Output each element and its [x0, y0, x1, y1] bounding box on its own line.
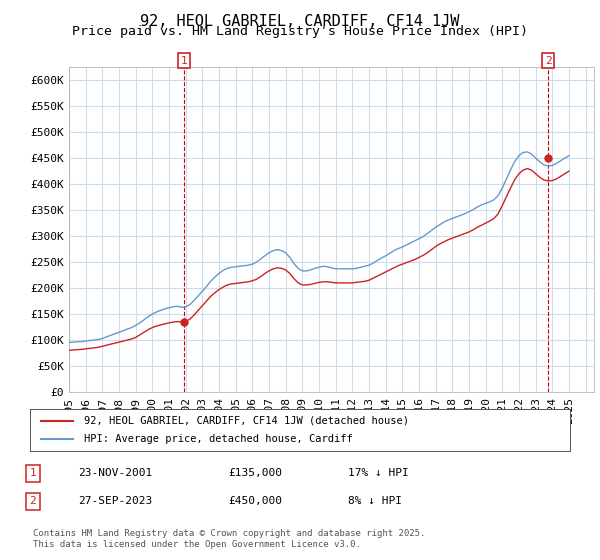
Text: 17% ↓ HPI: 17% ↓ HPI [348, 468, 409, 478]
Text: HPI: Average price, detached house, Cardiff: HPI: Average price, detached house, Card… [84, 434, 353, 444]
Text: 92, HEOL GABRIEL, CARDIFF, CF14 1JW: 92, HEOL GABRIEL, CARDIFF, CF14 1JW [140, 14, 460, 29]
Text: 2: 2 [545, 55, 551, 66]
Text: 2: 2 [29, 496, 37, 506]
Text: 27-SEP-2023: 27-SEP-2023 [78, 496, 152, 506]
Text: 1: 1 [29, 468, 37, 478]
Text: Price paid vs. HM Land Registry's House Price Index (HPI): Price paid vs. HM Land Registry's House … [72, 25, 528, 38]
Text: 1: 1 [181, 55, 187, 66]
Text: 92, HEOL GABRIEL, CARDIFF, CF14 1JW (detached house): 92, HEOL GABRIEL, CARDIFF, CF14 1JW (det… [84, 416, 409, 426]
Text: 23-NOV-2001: 23-NOV-2001 [78, 468, 152, 478]
Text: £450,000: £450,000 [228, 496, 282, 506]
Text: Contains HM Land Registry data © Crown copyright and database right 2025.
This d: Contains HM Land Registry data © Crown c… [33, 529, 425, 549]
Text: 8% ↓ HPI: 8% ↓ HPI [348, 496, 402, 506]
Text: £135,000: £135,000 [228, 468, 282, 478]
